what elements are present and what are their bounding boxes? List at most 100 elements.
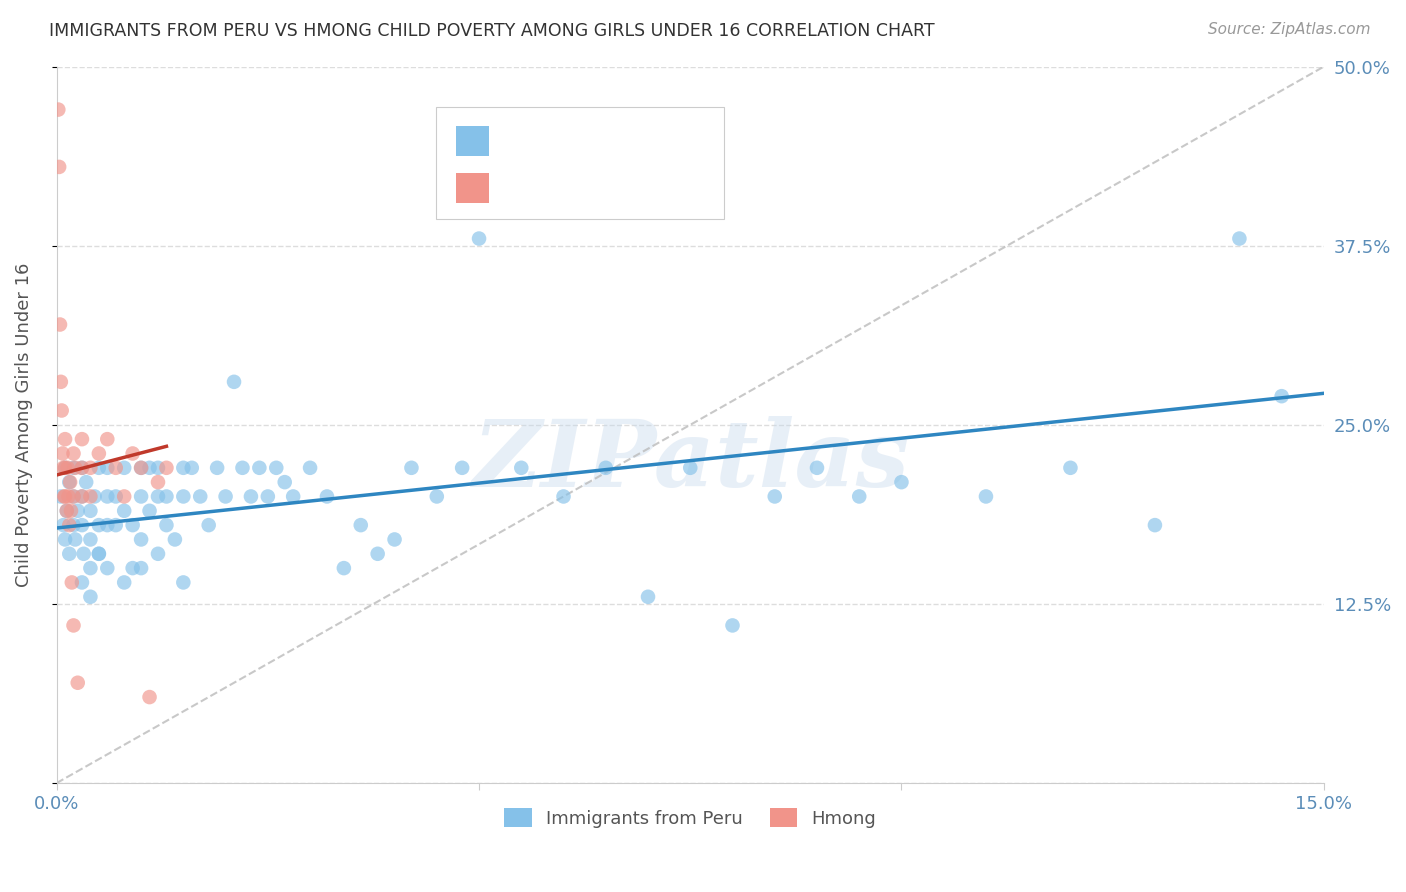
Point — [451, 460, 474, 475]
Point — [70, 460, 93, 475]
Point — [70, 460, 93, 475]
Point — [79, 533, 101, 547]
Point — [49, 318, 72, 332]
Point — [180, 460, 202, 475]
Point — [63, 533, 86, 547]
Point — [87, 460, 110, 475]
Point — [55, 504, 77, 518]
Point — [121, 518, 143, 533]
Text: R =: R = — [499, 178, 538, 196]
Point — [53, 490, 76, 504]
Point — [58, 518, 80, 533]
Point — [274, 475, 297, 490]
Text: 0.147: 0.147 — [541, 178, 593, 196]
Point — [52, 460, 75, 475]
Point — [79, 504, 101, 518]
Point — [96, 460, 118, 475]
Point — [1143, 518, 1166, 533]
Point — [848, 490, 870, 504]
Point — [60, 575, 83, 590]
Point — [112, 460, 135, 475]
Point — [1059, 460, 1081, 475]
Point — [112, 490, 135, 504]
Point — [129, 490, 152, 504]
Point — [53, 460, 76, 475]
Point — [59, 475, 82, 490]
Point — [62, 460, 84, 475]
Point — [316, 490, 339, 504]
Point — [104, 460, 127, 475]
Point — [205, 460, 228, 475]
Point — [49, 490, 72, 504]
Point — [401, 460, 423, 475]
Point — [79, 561, 101, 575]
Point — [172, 460, 194, 475]
Point — [96, 490, 118, 504]
Point — [59, 504, 82, 518]
Point — [53, 460, 76, 475]
Point — [70, 575, 93, 590]
Point — [53, 432, 76, 446]
Point — [146, 547, 169, 561]
Point — [121, 446, 143, 460]
Text: ZIPatlas: ZIPatlas — [472, 416, 908, 506]
Y-axis label: Child Poverty Among Girls Under 16: Child Poverty Among Girls Under 16 — [15, 262, 32, 587]
Point — [350, 518, 373, 533]
Text: 0.302: 0.302 — [541, 131, 592, 149]
Point — [247, 460, 270, 475]
Point — [112, 504, 135, 518]
Point — [721, 618, 744, 632]
Point — [62, 618, 84, 632]
Point — [79, 590, 101, 604]
Point — [75, 475, 97, 490]
Point — [138, 460, 160, 475]
Text: Source: ZipAtlas.com: Source: ZipAtlas.com — [1208, 22, 1371, 37]
Point — [172, 575, 194, 590]
Point — [763, 490, 786, 504]
Point — [79, 490, 101, 504]
Point — [87, 547, 110, 561]
Point — [70, 490, 93, 504]
Point — [87, 446, 110, 460]
Point — [129, 460, 152, 475]
Point — [87, 547, 110, 561]
Point — [58, 490, 80, 504]
Point — [264, 460, 287, 475]
Point — [70, 518, 93, 533]
Point — [83, 490, 105, 504]
Point — [155, 460, 177, 475]
Point — [163, 533, 186, 547]
Point — [595, 460, 617, 475]
Point — [96, 432, 118, 446]
Point — [62, 490, 84, 504]
Point — [283, 490, 305, 504]
Point — [63, 460, 86, 475]
Text: N =: N = — [614, 131, 654, 149]
Point — [239, 490, 262, 504]
Point — [1271, 389, 1294, 403]
Point — [62, 446, 84, 460]
Point — [129, 460, 152, 475]
Point — [56, 460, 79, 475]
Point — [53, 533, 76, 547]
Point — [299, 460, 322, 475]
Point — [55, 504, 77, 518]
Point — [51, 446, 73, 460]
Point — [112, 575, 135, 590]
Point — [214, 490, 236, 504]
Point — [510, 460, 533, 475]
Point — [104, 490, 127, 504]
Point — [155, 490, 177, 504]
Point — [96, 561, 118, 575]
Point — [62, 518, 84, 533]
Point — [121, 561, 143, 575]
Point — [58, 547, 80, 561]
Point — [172, 490, 194, 504]
Point — [104, 518, 127, 533]
Point — [66, 675, 89, 690]
Point — [70, 432, 93, 446]
Point — [58, 475, 80, 490]
Point — [367, 547, 389, 561]
Point — [333, 561, 356, 575]
Point — [155, 518, 177, 533]
